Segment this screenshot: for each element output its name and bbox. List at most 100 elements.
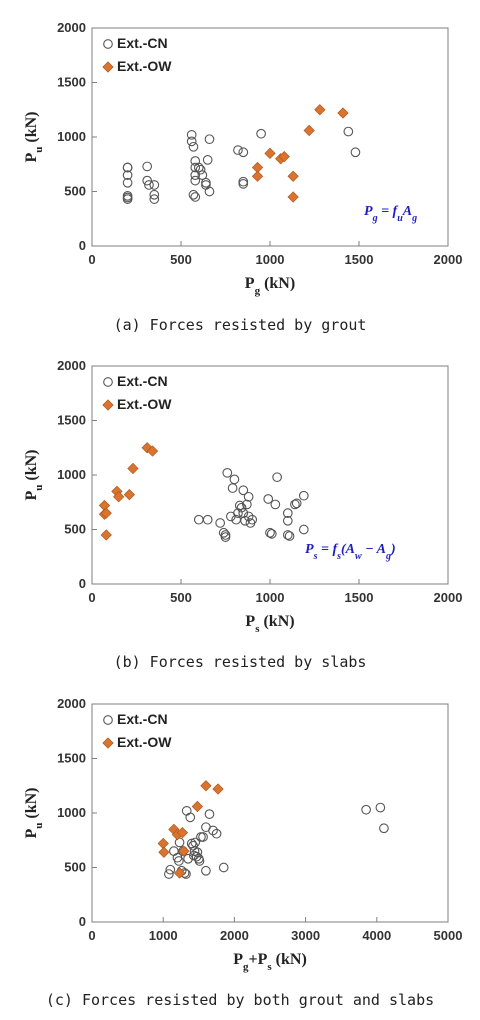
figure-caption: (a) Forces resisted by grout — [114, 316, 367, 334]
data-point-ext-ow — [314, 104, 326, 116]
x-tick-label: 1500 — [345, 590, 374, 605]
data-point-ext-cn — [204, 809, 215, 819]
data-point-ext-cn — [174, 856, 184, 866]
x-axis-title: Ps (kN) — [245, 613, 294, 635]
data-point-ext-cn — [218, 862, 229, 873]
data-point-ext-cn — [122, 177, 133, 188]
data-point-ext-ow — [212, 783, 224, 795]
data-point-ext-cn — [188, 189, 199, 200]
data-point-ext-ow — [200, 780, 212, 792]
data-point-ext-cn — [379, 823, 389, 834]
data-point-ext-cn — [298, 524, 309, 535]
y-tick-label: 1500 — [57, 75, 86, 90]
legend-label-ext-cn: Ext.-CN — [117, 373, 168, 389]
chart-panel-3: 0 500 1000 1500 2000 0 1000 2000 3000 4000 5000 Pg+… — [23, 696, 462, 1009]
data-point-ext-cn — [181, 805, 192, 816]
data-point-ext-cn — [122, 162, 133, 173]
data-point-ext-cn — [298, 490, 309, 501]
data-point-ext-ow — [176, 826, 189, 839]
data-point-ext-cn — [284, 531, 295, 541]
data-point-ext-cn — [197, 170, 208, 180]
x-tick-label: 1500 — [345, 252, 374, 267]
data-point-ext-ow — [100, 507, 112, 519]
data-point-ext-cn — [142, 161, 153, 172]
y-tick-label: 2000 — [57, 20, 86, 35]
data-point-ext-cn — [234, 500, 245, 511]
data-point-ext-cn — [204, 134, 215, 145]
data-point-ext-ow — [113, 491, 125, 503]
y-tick-label: 1000 — [57, 129, 86, 144]
data-point-ext-cn — [238, 176, 249, 187]
data-point-ext-cn — [204, 186, 215, 197]
x-axis-title: Pg+Ps (kN) — [233, 951, 307, 973]
chart-panel-1: 0 500 1000 1500 2000 0 500 1000 1500 2000 Pg (kN) P… — [23, 20, 462, 334]
data-point-ext-cn — [194, 856, 205, 866]
y-tick-label: 500 — [64, 522, 86, 537]
data-point-ext-cn — [282, 508, 293, 519]
legend-label-ext-cn: Ext.-CN — [117, 711, 168, 727]
data-point-ext-ow — [264, 147, 276, 159]
data-point-ext-cn — [186, 136, 197, 147]
data-point-ext-cn — [190, 192, 201, 202]
data-point-ext-cn — [256, 128, 266, 139]
data-point-ext-ow — [251, 170, 264, 182]
data-point-ext-cn — [202, 514, 213, 525]
data-point-ext-ow — [303, 124, 315, 137]
y-axis-title: Pu (kN) — [23, 449, 45, 500]
y-axis-title: Pu (kN) — [23, 787, 45, 838]
data-point-ext-cn — [263, 494, 274, 504]
x-tick-label: 5000 — [434, 928, 463, 943]
legend-marker-ext-cn — [103, 377, 113, 387]
data-point-ext-cn — [165, 864, 176, 875]
data-point-ext-cn — [272, 472, 282, 483]
data-point-ext-cn — [375, 802, 386, 813]
data-point-ext-cn — [243, 511, 254, 522]
x-tick-label: 0 — [88, 252, 95, 267]
legend-marker-ext-cn — [103, 39, 113, 49]
data-point-ext-cn — [144, 180, 154, 190]
y-tick-label: 0 — [79, 576, 86, 591]
data-point-ext-cn — [222, 467, 233, 478]
data-point-ext-cn — [201, 177, 211, 188]
data-point-ext-cn — [122, 194, 133, 204]
data-point-ext-ow — [146, 445, 159, 457]
data-point-ext-cn — [208, 825, 218, 836]
data-point-ext-cn — [343, 126, 354, 137]
x-tick-label: 1000 — [256, 252, 285, 267]
data-point-ext-cn — [196, 832, 206, 842]
data-point-ext-cn — [290, 499, 300, 510]
data-point-ext-cn — [185, 812, 196, 823]
data-point-ext-cn — [201, 180, 211, 190]
data-point-ext-cn — [361, 804, 371, 815]
y-tick-label: 1000 — [57, 467, 86, 482]
data-point-ext-cn — [198, 832, 208, 842]
data-point-ext-cn — [190, 837, 201, 848]
data-point-ext-cn — [266, 529, 277, 539]
legend-label-ext-ow: Ext.-OW — [117, 396, 172, 412]
data-point-ext-cn — [265, 527, 275, 538]
x-tick-label: 2000 — [434, 590, 463, 605]
data-point-ext-ow — [287, 170, 299, 182]
data-point-ext-ow — [100, 529, 112, 541]
data-point-ext-cn — [190, 170, 201, 180]
x-tick-label: 1000 — [149, 928, 178, 943]
x-tick-label: 500 — [170, 590, 192, 605]
data-point-ext-cn — [282, 530, 293, 540]
data-point-ext-cn — [227, 483, 238, 493]
data-point-ext-cn — [238, 485, 249, 496]
x-tick-label: 2000 — [434, 252, 463, 267]
data-point-ext-cn — [238, 147, 249, 158]
data-point-ext-cn — [229, 474, 240, 485]
data-point-ext-ow — [158, 846, 170, 858]
y-tick-label: 1000 — [57, 805, 86, 820]
y-tick-label: 0 — [79, 238, 86, 253]
y-tick-label: 2000 — [57, 696, 86, 711]
data-point-ext-cn — [238, 179, 249, 189]
x-tick-label: 1000 — [256, 590, 285, 605]
x-tick-label: 500 — [170, 252, 192, 267]
data-point-ext-cn — [220, 530, 231, 540]
y-axis-title: Pu (kN) — [23, 111, 45, 162]
data-point-ext-cn — [270, 499, 281, 510]
x-tick-label: 0 — [88, 590, 95, 605]
